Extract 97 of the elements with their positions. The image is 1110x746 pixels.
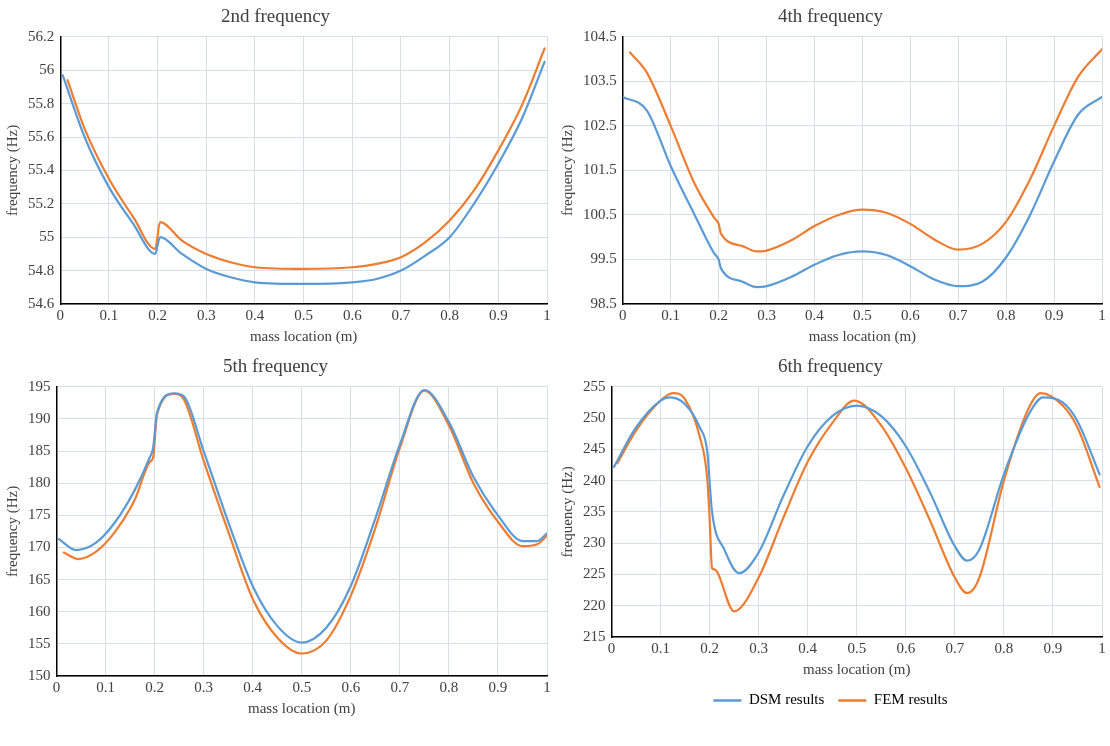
- line-series: [616, 391, 1101, 613]
- x-tick-label: 0.8: [996, 306, 1016, 323]
- y-tick-label: 250: [583, 409, 606, 426]
- x-tick-label: 0.3: [749, 639, 769, 656]
- y-tick-label: 175: [28, 506, 51, 523]
- x-tick-label: 0.7: [391, 306, 411, 323]
- x-tick-label: 0.7: [945, 639, 965, 656]
- x-tick-label: 0.4: [798, 639, 818, 656]
- y-axis-title: frequency (Hz): [3, 485, 21, 577]
- x-tick-label: 0.2: [148, 306, 167, 323]
- y-axis-title: frequency (Hz): [558, 466, 576, 558]
- y-tick-label: 245: [583, 440, 606, 457]
- legend-label: FEM results: [873, 691, 948, 708]
- x-tick-label: 0.2: [145, 678, 164, 695]
- y-tick-label: 101.5: [583, 161, 617, 178]
- x-tick-label: 0.8: [994, 639, 1014, 656]
- y-tick-label: 104.5: [583, 27, 617, 44]
- x-tick-label: 0.4: [243, 678, 263, 695]
- x-tick-label: 0.5: [853, 306, 872, 323]
- y-tick-label: 190: [28, 409, 51, 426]
- x-tick-label: 1: [1098, 639, 1106, 656]
- y-axis-title: frequency (Hz): [3, 124, 21, 216]
- y-tick-label: 150: [28, 666, 51, 683]
- x-tick-label: 0.8: [440, 306, 460, 323]
- x-tick-label: 0.1: [99, 306, 119, 323]
- x-tick-label: 0.4: [805, 306, 825, 323]
- y-tick-label: 255: [583, 377, 606, 394]
- x-tick-label: 0.6: [900, 306, 921, 323]
- y-tick-label: 155: [28, 634, 51, 651]
- y-tick-label: 55.6: [28, 127, 55, 144]
- y-tick-label: 230: [583, 534, 606, 551]
- x-tick-label: 0: [607, 639, 616, 656]
- x-tick-label: 0.3: [194, 678, 214, 695]
- x-tick-label: 0.8: [439, 678, 459, 695]
- y-tick-label: 220: [583, 596, 606, 613]
- y-tick-label: 56.2: [28, 27, 55, 44]
- y-tick-label: 160: [28, 602, 51, 619]
- y-tick-label: 215: [583, 627, 606, 644]
- y-tick-label: 55.8: [28, 94, 55, 111]
- x-axis-title: mass location (m): [248, 699, 356, 717]
- y-tick-label: 55.2: [28, 194, 55, 211]
- y-tick-label: 100.5: [583, 205, 617, 222]
- y-tick-label: 170: [28, 538, 51, 555]
- x-tick-label: 0.6: [342, 306, 363, 323]
- y-tick-label: 54.8: [28, 261, 55, 278]
- x-tick-label: 1: [543, 678, 551, 695]
- x-tick-label: 0.2: [700, 639, 719, 656]
- y-tick-label: 165: [28, 570, 51, 587]
- x-tick-label: 0.1: [651, 639, 670, 656]
- x-tick-label: 0.7: [948, 306, 969, 323]
- y-tick-label: 98.5: [590, 294, 617, 311]
- y-tick-label: 102.5: [583, 116, 617, 133]
- x-tick-label: 1: [1098, 306, 1106, 323]
- line-series: [612, 396, 1101, 575]
- chart-title: 5th frequency: [223, 355, 329, 377]
- chart-title: 4th frequency: [778, 5, 884, 27]
- x-tick-label: 0.3: [757, 306, 776, 323]
- y-tick-label: 195: [28, 377, 51, 394]
- x-tick-label: 0.9: [1043, 639, 1063, 656]
- y-tick-label: 225: [583, 565, 606, 582]
- y-tick-label: 235: [583, 502, 606, 519]
- y-tick-label: 54.6: [28, 294, 55, 311]
- x-axis-title: mass location (m): [249, 327, 358, 345]
- chart-title: 6th frequency: [778, 355, 884, 377]
- chart-title: 2nd frequency: [220, 5, 331, 27]
- x-tick-label: 0.9: [1044, 306, 1064, 323]
- y-tick-label: 56: [39, 61, 55, 78]
- y-tick-label: 103.5: [583, 72, 617, 89]
- x-tick-label: 0.9: [488, 306, 508, 323]
- x-tick-label: 0.4: [245, 306, 265, 323]
- y-axis-title: frequency (Hz): [558, 124, 576, 216]
- x-tick-label: 0.1: [96, 678, 115, 695]
- y-tick-label: 180: [28, 474, 51, 491]
- x-tick-label: 0.6: [896, 639, 916, 656]
- line-series: [622, 95, 1102, 289]
- y-tick-label: 55: [39, 228, 55, 245]
- y-tick-label: 240: [583, 471, 606, 488]
- x-tick-label: 0: [56, 306, 64, 323]
- x-tick-label: 0.1: [661, 306, 681, 323]
- x-tick-label: 0.5: [294, 306, 313, 323]
- x-tick-label: 0.7: [390, 678, 410, 695]
- line-series: [628, 48, 1102, 253]
- x-tick-label: 1: [543, 306, 551, 323]
- x-axis-title: mass location (m): [808, 327, 917, 345]
- y-tick-label: 55.4: [28, 161, 55, 178]
- x-tick-label: 0.6: [341, 678, 361, 695]
- x-tick-label: 0.3: [196, 306, 216, 323]
- y-tick-label: 185: [28, 442, 51, 458]
- x-tick-label: 0.5: [292, 678, 312, 695]
- x-tick-label: 0: [52, 678, 61, 695]
- legend-label: DSM results: [748, 691, 825, 708]
- x-tick-label: 0.2: [709, 306, 728, 323]
- x-tick-label: 0.5: [847, 639, 867, 656]
- x-tick-label: 0: [619, 306, 627, 323]
- x-axis-title: mass location (m): [803, 660, 911, 678]
- x-tick-label: 0.9: [488, 678, 508, 695]
- y-tick-label: 99.5: [590, 250, 617, 267]
